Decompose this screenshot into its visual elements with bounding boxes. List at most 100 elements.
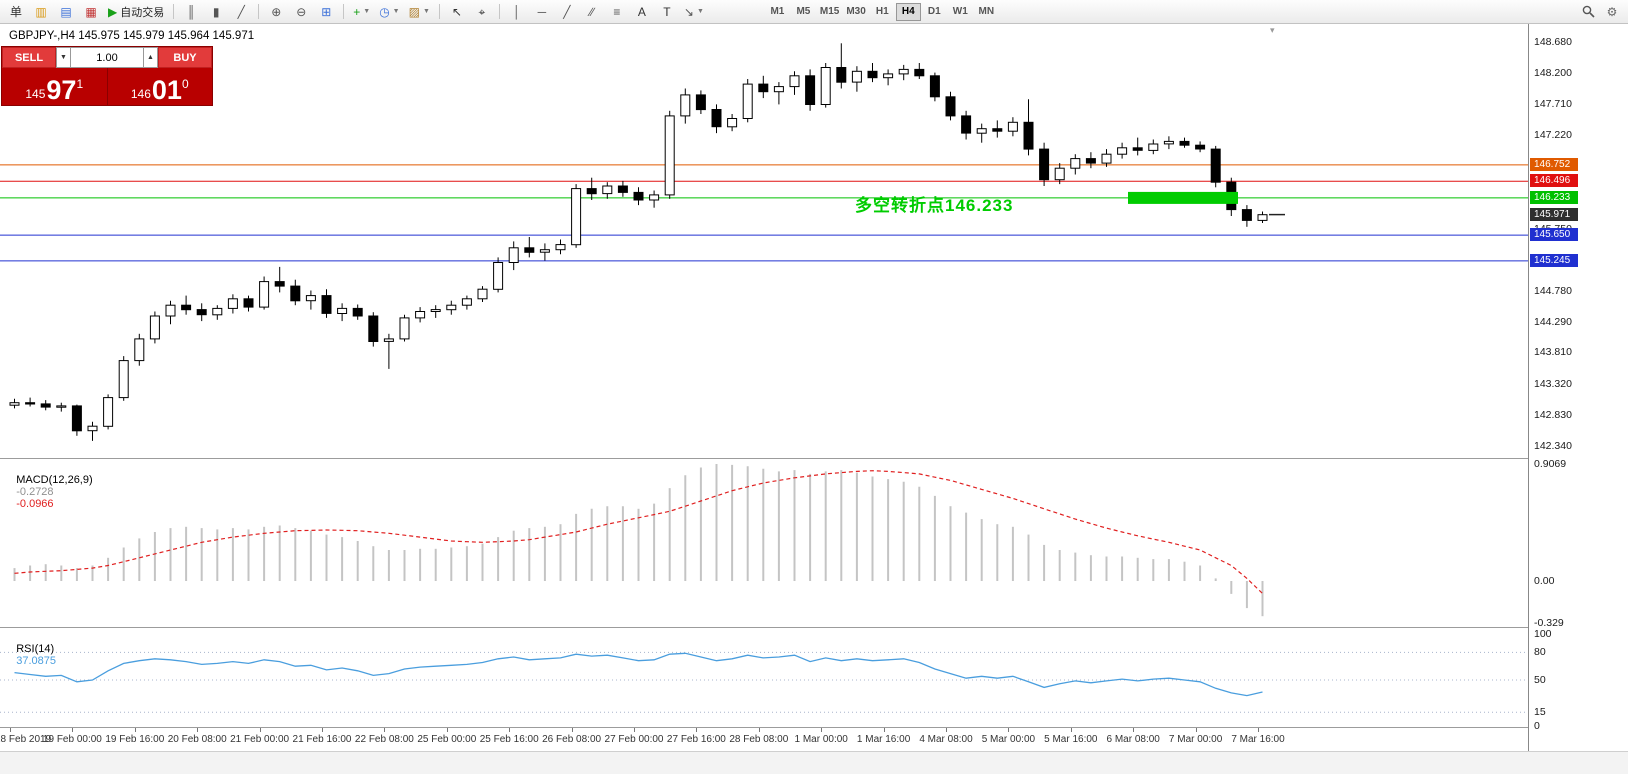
candlestick-chart-icon: ▮ (212, 4, 220, 19)
timeframe-M15-button[interactable]: M15 (817, 3, 842, 21)
cursor-button[interactable]: ↖ (445, 2, 469, 22)
rsi-axis-tick: 0 (1534, 720, 1540, 732)
crosshair-button[interactable]: ⌖ (470, 2, 494, 22)
price-level-tag-146.233: 146.233 (1530, 190, 1578, 204)
toolbar-separator (258, 4, 260, 19)
text-label-button[interactable]: T (655, 2, 679, 22)
time-label: 5 Mar 00:00 (981, 734, 1036, 745)
price-tick: 142.340 (1534, 440, 1572, 452)
zoom-in-icon: ⊕ (271, 4, 282, 19)
timeframe-D1-button[interactable]: D1 (922, 3, 947, 21)
timeframe-W1-button[interactable]: W1 (948, 3, 973, 21)
navigator-button[interactable]: ▤ (54, 2, 78, 22)
templates-button[interactable]: ▨ ▼ (405, 2, 434, 22)
timeframe-MN-button[interactable]: MN (974, 3, 999, 21)
autotrading-button[interactable]: ▶ 自动交易 (104, 2, 168, 22)
rsi-axis-tick: 15 (1534, 706, 1546, 719)
macd-axis-tick: 0.9069 (1534, 458, 1567, 470)
line-chart-button[interactable]: ╱ (229, 2, 253, 22)
search-button[interactable] (1576, 2, 1600, 22)
time-label: 4 Mar 08:00 (919, 734, 973, 745)
price-tick: 147.220 (1534, 129, 1572, 141)
price-tick: 143.320 (1534, 377, 1572, 390)
time-tick (821, 728, 823, 732)
new-order-icon: 单 (9, 4, 22, 19)
toolbar-separator (343, 4, 345, 19)
price-tick: 144.780 (1534, 284, 1572, 297)
one-click-trading-panel: SELL ▼ 1.00 ▲ BUY 145 97 1 146 01 0 (1, 46, 213, 106)
arrows-dropdown-icon[interactable]: ▼ (696, 8, 704, 15)
bar-chart-button[interactable]: ║ (179, 2, 203, 22)
periods-button[interactable]: ◷ ▼ (375, 2, 403, 22)
new-order-button[interactable]: 单 (4, 2, 28, 22)
fibonacci-button[interactable]: ≡ (605, 2, 629, 22)
zoom-out-icon: ⊖ (296, 4, 307, 19)
highlight-zone-rect[interactable] (1128, 191, 1238, 204)
autotrading-icon: ▶ (108, 4, 118, 19)
indicators-dropdown-icon[interactable]: ▼ (363, 8, 371, 15)
periods-dropdown-icon[interactable]: ▼ (392, 8, 400, 15)
turning-point-annotation[interactable]: 多空转折点146.233 (855, 196, 1014, 215)
trendline-button[interactable]: ╱ (555, 2, 579, 22)
toolbar: 单 ▥ ▤ ▦ ▶ 自动交易 ║ ▮ ╱ ⊕ ⊖ ⊞ + ▼ ◷ ▼ ▨ ▼ ↖ ⌖ │ ─ ╱ ∕∕ ≡ A T ↘ ▼ M1 M5 M15… (0, 0, 1628, 24)
macd-panel-canvas[interactable] (0, 458, 1528, 627)
rsi-axis-tick: 80 (1534, 646, 1546, 659)
timeframe-M5-button[interactable]: M5 (791, 3, 816, 21)
toolbar-right-group: ⚙ (1576, 2, 1624, 22)
price-axis[interactable]: 148.680148.200147.710147.220145.750144.7… (1528, 24, 1628, 773)
zoom-out-button[interactable]: ⊖ (289, 2, 313, 22)
equidistant-channel-button[interactable]: ∕∕ (580, 2, 604, 22)
zoom-in-button[interactable]: ⊕ (264, 2, 288, 22)
time-label: 22 Feb 08:00 (354, 734, 414, 745)
timeframe-H4-button[interactable]: H4 (895, 2, 921, 21)
rsi-panel-canvas[interactable] (0, 627, 1528, 727)
arrows-button[interactable]: ↘ ▼ (680, 2, 708, 22)
market-watch-button[interactable]: ▥ (29, 2, 53, 22)
time-label: 21 Feb 00:00 (230, 734, 290, 745)
time-tick (509, 728, 511, 732)
chart-shift-marker: ▾ (1270, 25, 1275, 35)
horizontal-line-button[interactable]: ─ (530, 2, 554, 22)
autotrading-label: 自动交易 (120, 6, 165, 19)
buy-button[interactable]: BUY (158, 47, 212, 68)
indicators-icon: + (353, 4, 361, 19)
terminal-button[interactable]: ▦ (79, 2, 103, 22)
toolbar-separator (173, 4, 175, 19)
candlestick-chart-button[interactable]: ▮ (204, 2, 228, 22)
time-tick (758, 728, 760, 732)
time-axis[interactable]: 18 Feb 2019 19 Feb 00:00 19 Feb 16:00 20 Fe… (0, 727, 1528, 752)
buy-price[interactable]: 146 01 0 (108, 68, 213, 105)
main-chart-canvas[interactable] (0, 24, 1528, 458)
price-tick: 148.200 (1534, 66, 1572, 79)
sell-button[interactable]: SELL (2, 47, 56, 68)
time-tick (10, 728, 11, 732)
time-tick (1070, 728, 1072, 732)
time-tick (384, 728, 386, 732)
periods-icon: ◷ (379, 4, 390, 19)
price-level-tag-145.650: 145.650 (1530, 228, 1578, 242)
tile-windows-button[interactable]: ⊞ (314, 2, 338, 22)
settings-icon: ⚙ (1606, 4, 1618, 19)
volume-stepper: ▼ 1.00 ▲ (56, 47, 158, 68)
macd-indicator-label: MACD(12,26,9) -0.2728 -0.0966 (4, 462, 92, 522)
indicators-button[interactable]: + ▼ (349, 2, 374, 22)
price-level-tag-145.245: 145.245 (1530, 253, 1578, 267)
chart-window: GBPJPY-,H4 145.975 145.979 145.964 145.9… (0, 24, 1628, 774)
timeframe-H1-button[interactable]: H1 (870, 3, 895, 21)
volume-increase-button[interactable]: ▲ (143, 47, 158, 68)
templates-dropdown-icon[interactable]: ▼ (422, 8, 430, 15)
crosshair-icon: ⌖ (478, 4, 486, 19)
time-label: 19 Feb 00:00 (42, 734, 102, 745)
volume-decrease-button[interactable]: ▼ (56, 47, 71, 68)
time-tick (883, 728, 885, 732)
sell-price[interactable]: 145 97 1 (2, 68, 108, 105)
volume-input[interactable]: 1.00 (71, 47, 143, 68)
timeframe-M1-button[interactable]: M1 (765, 3, 790, 21)
text-icon: A (637, 4, 646, 19)
time-tick (696, 728, 698, 732)
timeframe-M30-button[interactable]: M30 (843, 3, 868, 21)
vertical-line-button[interactable]: │ (505, 2, 529, 22)
horizontal-scrollbar[interactable] (0, 751, 1628, 774)
settings-button[interactable]: ⚙ (1600, 2, 1624, 22)
text-button[interactable]: A (630, 2, 654, 22)
